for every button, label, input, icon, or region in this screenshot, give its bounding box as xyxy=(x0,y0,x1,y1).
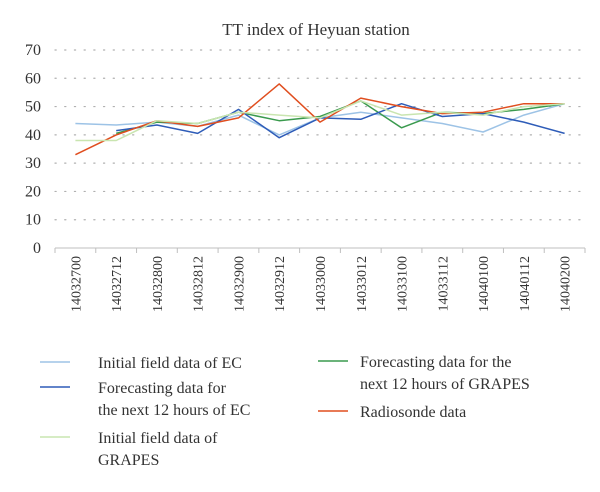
x-tick-label: 14040112 xyxy=(518,256,533,311)
x-axis-ticks: 14032700 14032712 14032800 14032812 14032900… xyxy=(54,248,586,312)
x-tick-label: 14033100 xyxy=(396,256,411,312)
legend-label: Initial field data of xyxy=(98,430,218,447)
legend-label: Forecasting data for the xyxy=(360,354,512,371)
y-tick-label: 70 xyxy=(25,42,41,59)
legend-label: next 12 hours of GRAPES xyxy=(360,376,530,393)
y-tick-label: 30 xyxy=(25,155,41,172)
series-line-2 xyxy=(116,102,565,139)
x-tick-label: 14033012 xyxy=(355,256,370,312)
series-line-3 xyxy=(75,83,565,156)
y-tick-label: 20 xyxy=(25,183,41,200)
y-tick-label: 40 xyxy=(25,127,41,144)
x-tick-label: 14033000 xyxy=(314,256,329,312)
series-line-0 xyxy=(75,102,565,136)
legend-label: Initial field data of EC xyxy=(98,355,242,372)
legend-label: Forecasting data for xyxy=(98,380,227,397)
x-tick-label: 14032800 xyxy=(151,256,166,312)
chart-title: TT index of Heyuan station xyxy=(222,20,410,39)
legend-label: the next 12 hours of EC xyxy=(98,402,250,419)
y-tick-label: 60 xyxy=(25,70,41,87)
x-tick-label: 14032912 xyxy=(273,256,288,312)
grid-lines xyxy=(54,49,586,249)
legend-label: GRAPES xyxy=(98,452,159,469)
x-tick-label: 14032900 xyxy=(232,256,247,312)
x-tick-label: 14032712 xyxy=(110,256,125,312)
y-tick-label: 50 xyxy=(25,99,41,116)
series-lines xyxy=(75,83,565,156)
x-tick-label: 14040100 xyxy=(477,256,492,312)
y-axis-ticks: 0 10 20 30 40 50 60 70 xyxy=(25,42,41,257)
series-line-4 xyxy=(75,100,565,142)
x-tick-label: 14032700 xyxy=(69,256,84,312)
x-tick-label: 14040200 xyxy=(559,256,574,312)
x-tick-label: 14033112 xyxy=(436,256,451,311)
legend: Initial field data of EC Forecasting data… xyxy=(40,354,530,469)
legend-label: Radiosonde data xyxy=(360,404,466,421)
y-tick-label: 0 xyxy=(33,240,41,257)
x-tick-label: 14032812 xyxy=(192,256,207,312)
y-tick-label: 10 xyxy=(25,212,41,229)
